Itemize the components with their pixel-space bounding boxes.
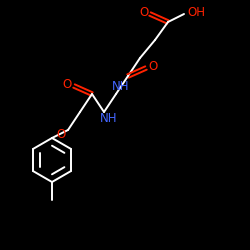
Text: OH: OH [187,6,205,20]
Text: O: O [148,60,158,74]
Text: O: O [62,78,72,92]
Text: NH: NH [112,80,130,94]
Text: O: O [56,128,66,140]
Text: NH: NH [100,112,118,126]
Text: O: O [140,6,148,20]
